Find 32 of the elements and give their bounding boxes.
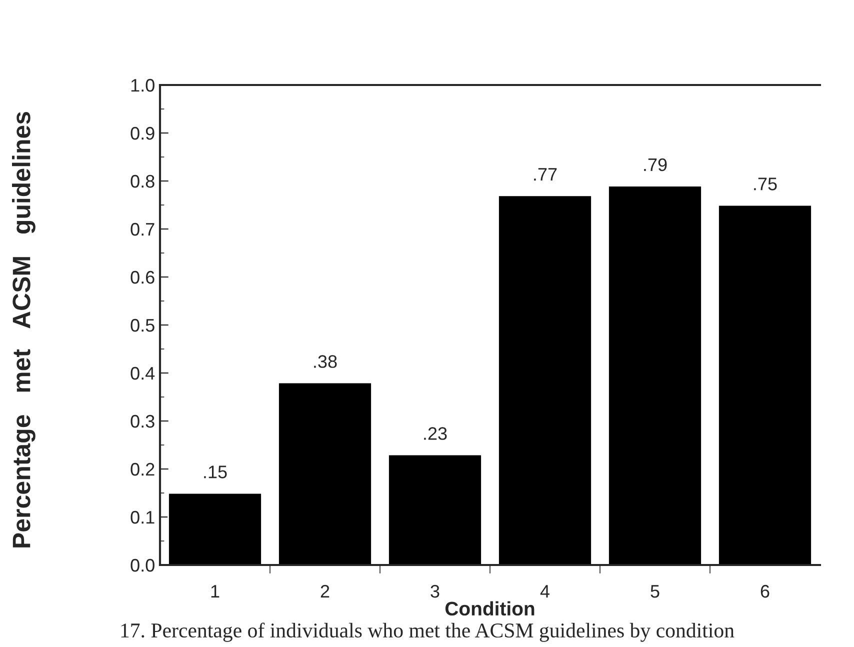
x-tick-label: 4 xyxy=(540,585,550,598)
y-tick-label: 1.0 xyxy=(131,78,154,92)
data-label: .79 xyxy=(644,158,667,172)
y-tick-label: 0.4 xyxy=(130,366,155,380)
y-tick-label: 0.6 xyxy=(130,270,154,284)
y-tick-label: 0.8 xyxy=(130,174,154,188)
y-tick-label: 0.2 xyxy=(130,462,154,476)
bar xyxy=(498,194,592,565)
x-tick-label: 1 xyxy=(211,585,220,598)
bar xyxy=(168,492,262,565)
x-tick-label: 6 xyxy=(760,584,770,598)
y-tick-label: 0.3 xyxy=(130,414,154,428)
y-tick-label: 0.5 xyxy=(130,318,154,332)
y-tick-label: 0.7 xyxy=(130,222,154,236)
bar xyxy=(278,382,372,565)
y-tick-label: 0.9 xyxy=(130,126,154,140)
x-axis-title: Condition xyxy=(445,601,534,616)
y-tick-label: 0.1 xyxy=(130,510,154,524)
x-tick-label: 3 xyxy=(430,584,440,598)
x-tick-label: 2 xyxy=(320,584,330,598)
data-label: .38 xyxy=(314,355,337,368)
bar xyxy=(608,185,702,565)
x-tick-label: 5 xyxy=(650,585,660,598)
text: 17. Percentage of individuals who met the ACSM guidelines by condition xyxy=(121,622,734,642)
bar xyxy=(388,454,482,565)
bar xyxy=(718,204,812,565)
data-label: .77 xyxy=(534,168,557,181)
y-axis-title: Percentage met ACSM guidelines xyxy=(12,112,36,548)
data-label: .75 xyxy=(754,178,777,190)
y-tick-label: 0.0 xyxy=(130,558,154,572)
data-label: .23 xyxy=(424,427,447,440)
data-label: .15 xyxy=(204,466,227,478)
